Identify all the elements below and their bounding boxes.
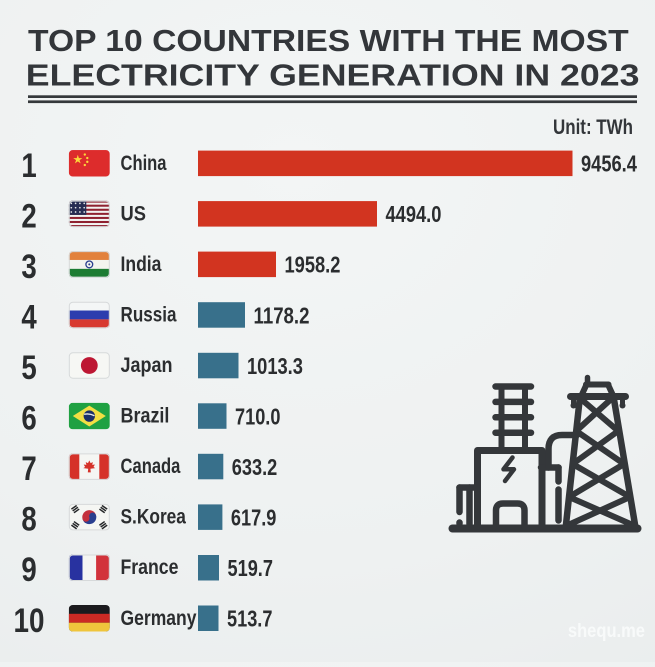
svg-text:633.2: 633.2 xyxy=(232,455,277,481)
svg-text:4494.0: 4494.0 xyxy=(386,202,442,227)
svg-text:Russia: Russia xyxy=(121,303,177,327)
svg-text:Unit: TWh: Unit: TWh xyxy=(553,116,633,139)
svg-text:9456.4: 9456.4 xyxy=(581,152,637,177)
svg-text:1178.2: 1178.2 xyxy=(254,303,310,328)
svg-text:4: 4 xyxy=(21,298,37,337)
svg-text:710.0: 710.0 xyxy=(235,404,280,430)
svg-text:ELECTRICITY GENERATION IN 2023: ELECTRICITY GENERATION IN 2023 xyxy=(26,59,640,93)
svg-text:5: 5 xyxy=(21,348,36,387)
svg-text:S.Korea: S.Korea xyxy=(121,505,187,529)
svg-text:Brazil: Brazil xyxy=(121,404,170,428)
svg-text:1: 1 xyxy=(21,146,36,185)
svg-text:India: India xyxy=(121,252,163,276)
svg-text:10: 10 xyxy=(14,601,45,640)
svg-text:9: 9 xyxy=(21,550,36,589)
svg-text:US: US xyxy=(121,202,146,226)
svg-text:2: 2 xyxy=(21,196,36,235)
svg-text:7: 7 xyxy=(21,449,36,488)
svg-text:519.7: 519.7 xyxy=(228,556,273,582)
svg-text:617.9: 617.9 xyxy=(231,505,276,531)
svg-text:1958.2: 1958.2 xyxy=(285,253,341,278)
svg-text:Japan: Japan xyxy=(121,354,173,378)
svg-text:6: 6 xyxy=(21,399,36,438)
svg-text:8: 8 xyxy=(21,500,36,539)
svg-text:3: 3 xyxy=(21,247,36,286)
svg-text:1013.3: 1013.3 xyxy=(247,354,303,379)
svg-text:Germany: Germany xyxy=(121,606,197,630)
svg-text:shequ.me: shequ.me xyxy=(568,620,645,641)
svg-text:513.7: 513.7 xyxy=(227,607,272,633)
svg-text:TOP 10 COUNTRIES WITH THE MOST: TOP 10 COUNTRIES WITH THE MOST xyxy=(28,24,629,58)
svg-text:China: China xyxy=(121,152,167,176)
svg-text:France: France xyxy=(121,556,179,580)
svg-text:Canada: Canada xyxy=(121,455,181,479)
